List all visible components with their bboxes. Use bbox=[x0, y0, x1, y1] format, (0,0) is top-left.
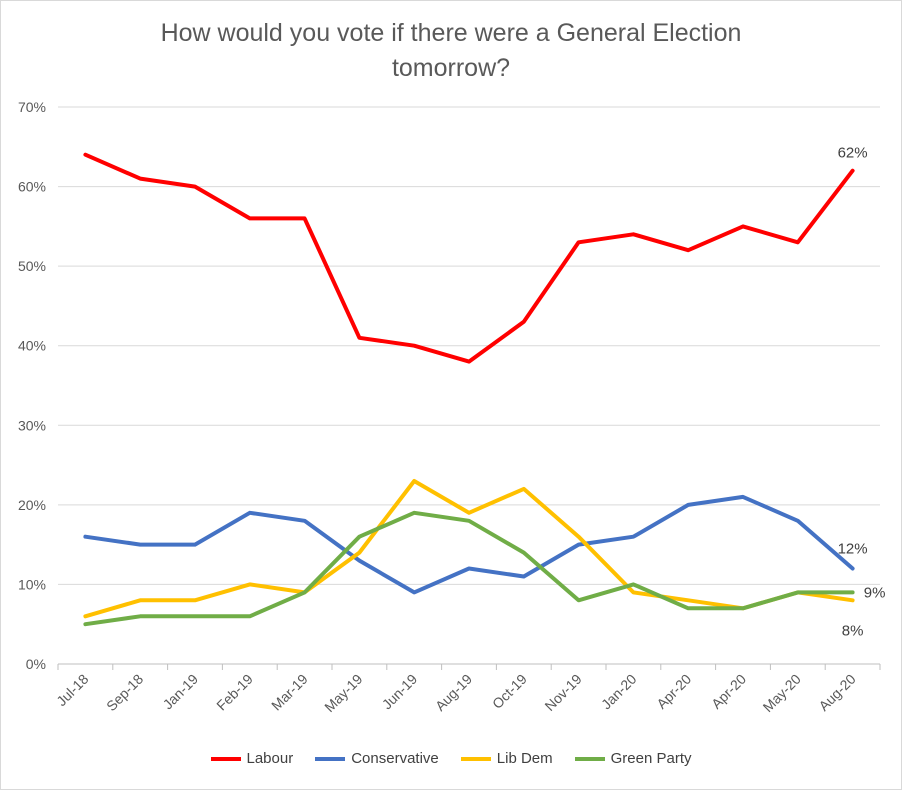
x-tick-label: May-20 bbox=[760, 671, 804, 715]
legend: Labour Conservative Lib Dem Green Party bbox=[0, 750, 902, 767]
legend-item-labour: Labour bbox=[210, 750, 294, 767]
line-chart: 0% 10% 20% 30% 40% 50% 60% 70% Jul-18 Sep-18 Jan-1… bbox=[18, 99, 886, 715]
x-tick-label: Jul-18 bbox=[53, 671, 91, 709]
x-tick-label: Nov-19 bbox=[541, 671, 584, 714]
data-label-lib-dem: 8% bbox=[842, 622, 864, 639]
legend-swatch-conservative bbox=[315, 756, 346, 761]
x-tick-label: Mar-19 bbox=[268, 671, 311, 714]
legend-swatch-labour bbox=[210, 756, 241, 761]
x-tick-label: Aug-20 bbox=[815, 671, 858, 714]
legend-item-lib-dem: Lib Dem bbox=[460, 750, 553, 767]
y-tick-label: 10% bbox=[18, 576, 46, 592]
y-tick-label: 20% bbox=[18, 497, 46, 513]
x-tick-label: Aug-19 bbox=[432, 671, 475, 714]
legend-item-conservative: Conservative bbox=[315, 750, 439, 767]
chart-title-line-2: tomorrow? bbox=[391, 54, 511, 82]
legend-label-green-party: Green Party bbox=[610, 750, 692, 767]
y-tick-label: 60% bbox=[18, 179, 46, 195]
x-tick-label: Jan-20 bbox=[598, 671, 640, 713]
chart-title-line-1: How would you vote if there were a Gener… bbox=[160, 19, 742, 47]
chart-title: How would you vote if there were a Gener… bbox=[0, 16, 902, 86]
series-line-labour bbox=[83, 152, 855, 364]
legend-swatch-lib-dem bbox=[460, 756, 491, 761]
y-tick-label: 70% bbox=[18, 99, 46, 115]
legend-label-lib-dem: Lib Dem bbox=[496, 750, 553, 767]
x-tick-label: Sep-18 bbox=[103, 671, 146, 714]
x-tick-label: Apr-20 bbox=[653, 671, 694, 712]
y-tick-label: 0% bbox=[26, 656, 46, 672]
legend-label-conservative: Conservative bbox=[351, 750, 439, 767]
x-tick-label: Apr-20 bbox=[708, 671, 749, 712]
series-line-lib-dem bbox=[83, 479, 855, 619]
x-tick-label: Jun-19 bbox=[379, 671, 421, 713]
data-label-green-party: 9% bbox=[864, 584, 886, 601]
y-tick-label: 40% bbox=[18, 338, 46, 354]
legend-label-labour: Labour bbox=[246, 750, 294, 767]
data-label-conservative: 12% bbox=[838, 541, 868, 558]
y-tick-label: 30% bbox=[18, 417, 46, 433]
x-tick-label: May-19 bbox=[321, 671, 365, 715]
data-label-labour: 62% bbox=[838, 145, 868, 162]
series-line-green-party bbox=[83, 510, 855, 627]
legend-item-green-party: Green Party bbox=[574, 750, 692, 767]
x-tick-label: Feb-19 bbox=[213, 671, 256, 714]
x-tick-label: Oct-19 bbox=[489, 671, 530, 712]
series-line-conservative bbox=[83, 494, 855, 595]
y-tick-label: 50% bbox=[18, 258, 46, 274]
legend-swatch-green-party bbox=[574, 756, 605, 761]
x-tick-label: Jan-19 bbox=[160, 671, 202, 713]
